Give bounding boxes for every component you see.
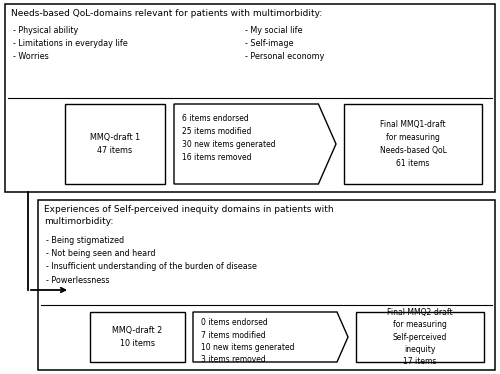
Text: Needs-based QoL-domains relevant for patients with multimorbidity:: Needs-based QoL-domains relevant for pat… — [11, 9, 322, 18]
Bar — [356, 312, 484, 362]
Text: - Being stigmatized
- Not being seen and heard
- Insufficient understanding of t: - Being stigmatized - Not being seen and… — [46, 236, 257, 285]
Text: - Physical ability
- Limitations in everyday life
- Worries: - Physical ability - Limitations in ever… — [13, 26, 128, 61]
Bar — [90, 312, 185, 362]
Bar — [5, 4, 495, 192]
Text: Final MMQ2-draft
for measuring
Self-perceived
inequity
17 items: Final MMQ2-draft for measuring Self-perc… — [387, 307, 453, 367]
Text: - My social life
- Self-image
- Personal economy: - My social life - Self-image - Personal… — [245, 26, 324, 61]
Text: MMQ-draft 2
10 items: MMQ-draft 2 10 items — [112, 326, 162, 348]
Bar — [344, 104, 482, 184]
Text: MMQ-draft 1
47 items: MMQ-draft 1 47 items — [90, 133, 140, 155]
Text: Final MMQ1-draft
for measuring
Needs-based QoL
61 items: Final MMQ1-draft for measuring Needs-bas… — [380, 120, 446, 168]
Polygon shape — [193, 312, 348, 362]
Text: 0 items endorsed
7 items modified
10 new items generated
3 items removed: 0 items endorsed 7 items modified 10 new… — [201, 318, 294, 365]
Text: Experiences of Self-perceived inequity domains in patients with
multimorbidity:: Experiences of Self-perceived inequity d… — [44, 205, 334, 226]
Polygon shape — [174, 104, 336, 184]
Bar — [65, 104, 165, 184]
Bar — [38, 200, 495, 370]
Text: 6 items endorsed
25 items modified
30 new items generated
16 items removed: 6 items endorsed 25 items modified 30 ne… — [182, 114, 276, 162]
